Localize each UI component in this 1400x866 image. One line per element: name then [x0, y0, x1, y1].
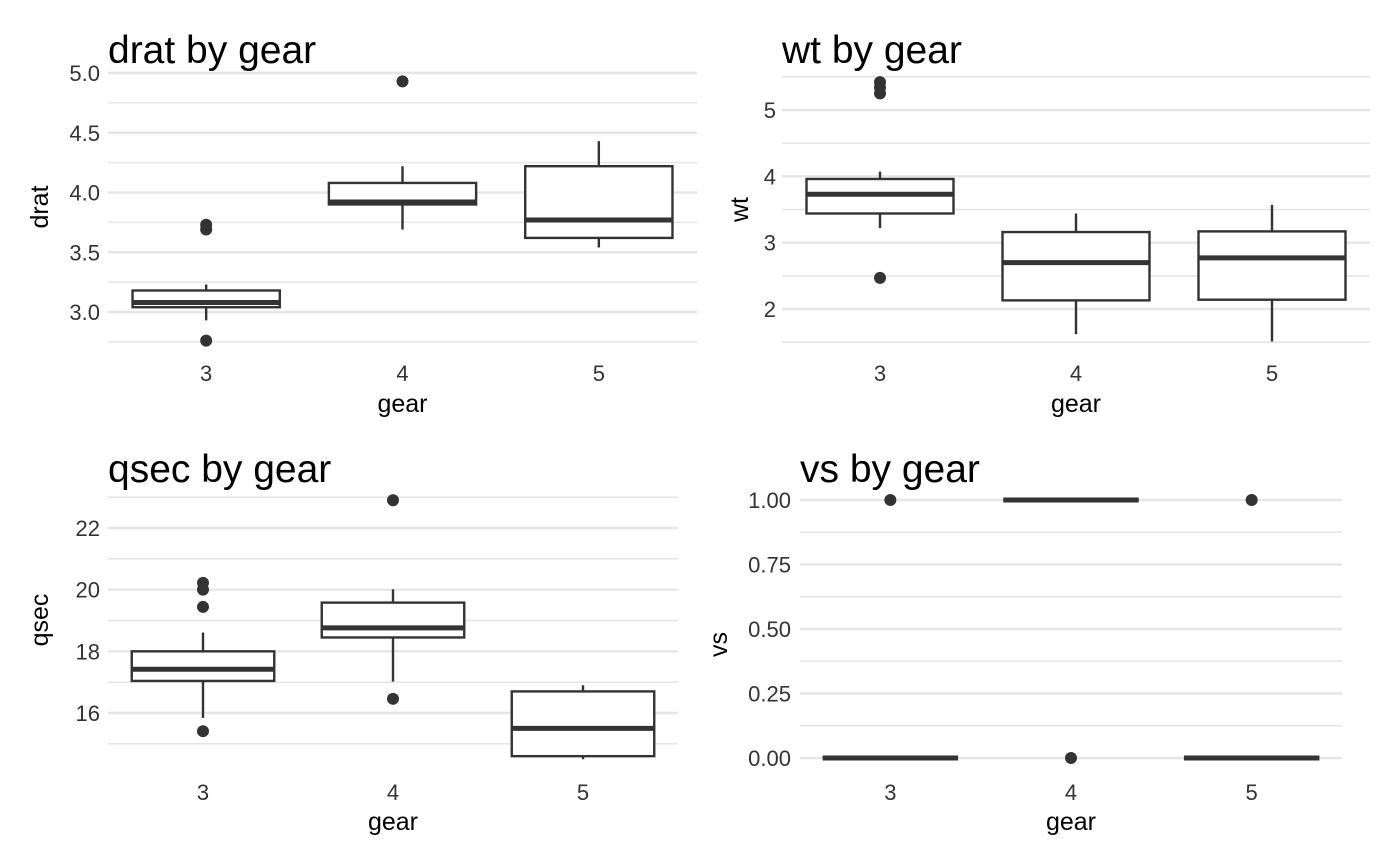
outlier-point [874, 271, 886, 284]
y-tick-label: 4.5 [69, 121, 100, 146]
y-tick-label: 5 [764, 98, 776, 123]
box-5 [510, 685, 656, 760]
y-tick-label: 3.0 [69, 300, 100, 325]
y-tick-label: 0.25 [748, 682, 791, 707]
iqr-box [510, 690, 656, 758]
y-tick-label: 4.0 [69, 181, 100, 206]
y-axis-label: drat [26, 185, 54, 228]
chart-title: vs by gear [800, 448, 980, 491]
x-tick-label: 4 [1065, 780, 1077, 805]
x-tick-label: 3 [874, 361, 886, 386]
iqr-box [1001, 230, 1151, 302]
x-tick-label: 5 [1246, 780, 1258, 805]
y-tick-label: 0.75 [748, 553, 791, 578]
box-5 [524, 141, 674, 248]
outlier-point [884, 494, 897, 506]
y-tick-label: 1.00 [748, 488, 791, 513]
outlier-point [200, 218, 213, 231]
x-tick-label: 5 [593, 361, 605, 386]
box-4 [327, 75, 478, 230]
chart-title: drat by gear [108, 29, 316, 72]
y-tick-label: 2 [764, 297, 776, 322]
outlier-point [197, 600, 209, 613]
y-tick-label: 3 [764, 231, 776, 256]
box-3 [131, 218, 281, 347]
panel-1: 3.0 3.5 4.0 4.5 5.0 3 4 5 drat by gear gear drat [26, 29, 697, 418]
x-axis-label: gear [1046, 808, 1096, 836]
iqr-box [524, 165, 674, 240]
box-5 [1183, 494, 1320, 761]
outlier-point [197, 576, 209, 589]
chart-title: qsec by gear [108, 448, 331, 491]
chart-title: wt by gear [781, 29, 962, 72]
outlier-point [387, 494, 399, 507]
x-tick-label: 5 [577, 780, 589, 805]
x-tick-label: 3 [197, 780, 209, 805]
y-tick-label: 18 [76, 639, 100, 664]
outlier-point [1065, 752, 1077, 764]
x-tick-label: 5 [1266, 361, 1278, 386]
iqr-box [320, 601, 466, 639]
outlier-point [200, 334, 213, 347]
y-tick-label: 5.0 [69, 61, 100, 86]
y-axis-label: wt [726, 197, 754, 223]
panel-3: 16 18 20 22 3 4 5 qsec by gear gear qsec [26, 448, 678, 836]
x-axis-label: gear [1051, 390, 1101, 418]
y-tick-label: 3.5 [69, 240, 100, 265]
outlier-point [874, 76, 886, 89]
x-tick-label: 3 [884, 780, 896, 805]
x-tick-label: 4 [1070, 361, 1082, 386]
y-tick-label: 16 [76, 701, 100, 726]
box-4 [1003, 497, 1139, 764]
box-4 [1001, 213, 1151, 335]
y-tick-label: 22 [76, 516, 100, 541]
x-tick-label: 3 [200, 361, 212, 386]
iqr-box [130, 650, 276, 683]
y-tick-label: 0.00 [748, 746, 791, 771]
x-tick-label: 4 [396, 361, 408, 386]
y-tick-label: 20 [76, 578, 100, 603]
box-4 [320, 494, 466, 705]
box-3 [805, 76, 955, 284]
outlier-point [1245, 494, 1258, 506]
y-tick-label: 0.50 [748, 617, 791, 642]
outlier-point [197, 725, 209, 738]
box-3 [822, 494, 959, 761]
panel-2: 2 3 4 5 3 4 5 wt by gear gear wt [726, 29, 1370, 418]
outlier-point [387, 692, 399, 705]
x-axis-label: gear [368, 808, 418, 836]
y-tick-label: 4 [764, 164, 776, 189]
box-3 [130, 576, 276, 738]
x-axis-label: gear [377, 390, 427, 418]
panel-4: 0.00 0.25 0.50 0.75 1.00 3 4 5 vs by gear gear vs [705, 448, 1342, 836]
x-tick-label: 4 [387, 780, 399, 805]
y-axis-label: qsec [26, 594, 54, 647]
outlier-point [396, 75, 409, 88]
box-5 [1197, 204, 1347, 342]
iqr-box [1197, 230, 1347, 301]
y-axis-label: vs [705, 632, 733, 657]
